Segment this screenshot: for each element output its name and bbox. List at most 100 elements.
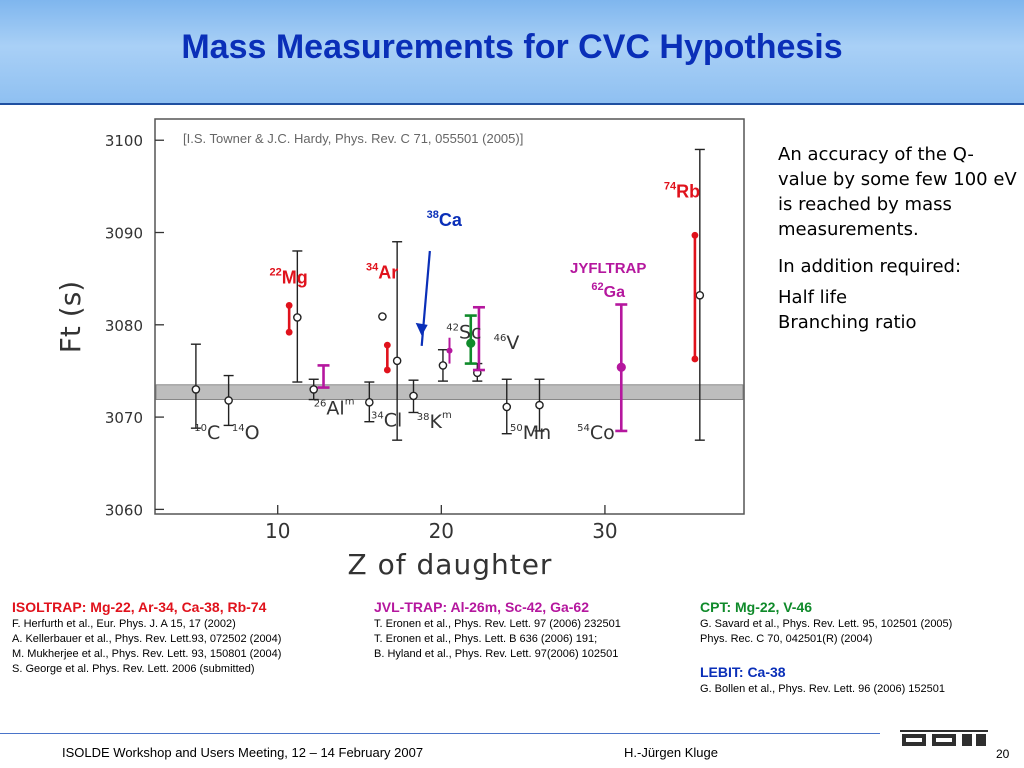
nucleus-label: 14O [232, 422, 260, 444]
point-marker [409, 391, 418, 401]
accuracy-note: An accuracy of the Q-value by some few 1… [778, 144, 1017, 240]
notes-panel: An accuracy of the Q-value by some few 1… [778, 142, 1018, 335]
data-point [691, 231, 699, 363]
ca38-arrowhead [415, 322, 428, 336]
footer-author: H.-Jürgen Kluge [624, 745, 718, 760]
branching-note: Branching ratio [778, 312, 917, 333]
error-end [383, 341, 391, 349]
data-point [472, 305, 485, 372]
y-tick-label: 3060 [105, 501, 143, 519]
point-marker [378, 312, 387, 321]
cpt-ref: G. Savard et al., Phys. Rev. Lett. 95, 1… [700, 618, 953, 630]
data-point [392, 241, 403, 441]
plot-area [154, 118, 745, 515]
error-end [285, 302, 293, 309]
refs-isoltrap: ISOLTRAP: Mg-22, Ar-34, Ca-38, Rb-74 F. … [12, 600, 362, 677]
y-tick-label: 3080 [105, 317, 143, 335]
nucleus-label: 26Alm [314, 396, 355, 419]
world-average-band [155, 384, 744, 400]
point-marker [309, 385, 319, 394]
error-end [285, 328, 293, 336]
data-point [501, 378, 512, 435]
footer-divider [0, 733, 880, 734]
cpt-heading: CPT: Mg-22, V-46 [700, 599, 813, 615]
footer-event: ISOLDE Workshop and Users Meeting, 12 – … [62, 745, 424, 760]
data-point [383, 341, 391, 374]
cpt-ref: Phys. Rec. C 70, 042501(R) (2004) [700, 633, 873, 645]
data-point [615, 303, 628, 433]
chart-svg: 3060 3070 3080 3090 3100 10 20 30 Z of daughter F… [54, 118, 745, 581]
data-point [464, 314, 477, 365]
required-note: In addition required: [778, 256, 962, 277]
chart-citation: [I.S. Towner & J.C. Hardy, Phys. Rev. C … [183, 131, 523, 146]
point-marker [191, 385, 201, 394]
chart: 3060 3070 3080 3090 3100 10 20 30 Z of daughter F… [0, 105, 760, 585]
data-point [446, 337, 453, 364]
data-point [364, 381, 375, 423]
jvltrap-ref: T. Eronen et al., Phys. Rev. Lett. 97 (2… [374, 618, 621, 630]
data-point [292, 250, 303, 383]
point-marker [502, 402, 512, 412]
y-axis-label: Ft (s) [54, 281, 87, 353]
point-marker [293, 313, 302, 322]
jvltrap-ref: B. Hyland et al., Phys. Rev. Lett. 97(20… [374, 648, 619, 660]
data-point [308, 378, 319, 401]
error-end [691, 355, 699, 363]
highlight-label: 38Ca [427, 209, 463, 230]
isoltrap-ref: F. Herfurth et al., Eur. Phys. J. A 15, … [12, 618, 236, 630]
point-marker [466, 338, 476, 348]
data-point [408, 379, 419, 414]
highlight-label: 34Ar [366, 262, 398, 283]
data-point [223, 374, 234, 427]
title-band: Mass Measurements for CVC Hypothesis [0, 0, 1024, 105]
point-marker [392, 356, 402, 366]
data-point [694, 148, 705, 441]
highlight-label: 74Rb [664, 180, 700, 201]
data-point [437, 349, 448, 382]
point-marker [446, 347, 453, 354]
nucleus-label: 10C [194, 422, 220, 444]
page-number: 20 [996, 747, 1010, 761]
refs-jvltrap: JVL-TRAP: Al-26m, Sc-42, Ga-62 T. Eronen… [374, 600, 694, 662]
point-marker [616, 362, 626, 372]
lebit-heading: LEBIT: Ca-38 [700, 664, 786, 680]
x-tick-label: 10 [265, 519, 290, 543]
data-point [285, 302, 293, 336]
point-marker [695, 290, 705, 300]
nucleus-label: 54Co [577, 422, 615, 444]
y-tick-label: 3090 [105, 225, 143, 243]
isoltrap-ref: S. George et al. Phys. Rev. Lett. 2006 (… [12, 663, 255, 675]
nucleus-label: 50Mn [510, 422, 551, 444]
point-marker [438, 361, 448, 370]
slide-title: Mass Measurements for CVC Hypothesis [181, 28, 843, 66]
data-point [317, 364, 330, 389]
data-point [534, 378, 545, 432]
error-end [691, 231, 699, 239]
nucleus-label: 34Cl [371, 409, 402, 431]
isoltrap-ref: M. Mukherjee et al., Phys. Rev. Lett. 93… [12, 648, 282, 660]
error-end [383, 366, 391, 374]
y-tick-label: 3100 [105, 132, 143, 150]
nucleus-label: 42Sc [446, 322, 481, 344]
point-marker [365, 398, 374, 407]
gsi-logo [900, 730, 988, 749]
refs-cpt: CPT: Mg-22, V-46 G. Savard et al., Phys.… [700, 600, 1020, 697]
lebit-ref: G. Bollen et al., Phys. Rev. Lett. 96 (2… [700, 683, 945, 695]
ga62-label: 62Ga [591, 281, 625, 301]
isoltrap-ref: A. Kellerbauer et al., Phys. Rev. Lett.9… [12, 633, 282, 645]
jvltrap-ref: T. Eronen et al., Phys. Lett. B 636 (200… [374, 633, 598, 645]
highlight-label: 22Mg [270, 266, 308, 287]
data-point [378, 312, 387, 321]
jyfltrap-label: JYFLTRAP [570, 260, 646, 277]
point-marker [535, 400, 544, 410]
jvltrap-heading: JVL-TRAP: Al-26m, Sc-42, Ga-62 [374, 599, 589, 615]
half-life-note: Half life [778, 287, 848, 308]
nucleus-label: 38Km [417, 410, 452, 433]
y-tick-label: 3070 [105, 409, 143, 427]
data-point [190, 343, 201, 429]
point-marker [224, 396, 233, 405]
x-axis-label: Z of daughter [348, 548, 553, 581]
isoltrap-heading: ISOLTRAP: Mg-22, Ar-34, Ca-38, Rb-74 [12, 599, 267, 615]
x-tick-label: 30 [592, 519, 617, 543]
nucleus-label: 46V [494, 332, 520, 354]
